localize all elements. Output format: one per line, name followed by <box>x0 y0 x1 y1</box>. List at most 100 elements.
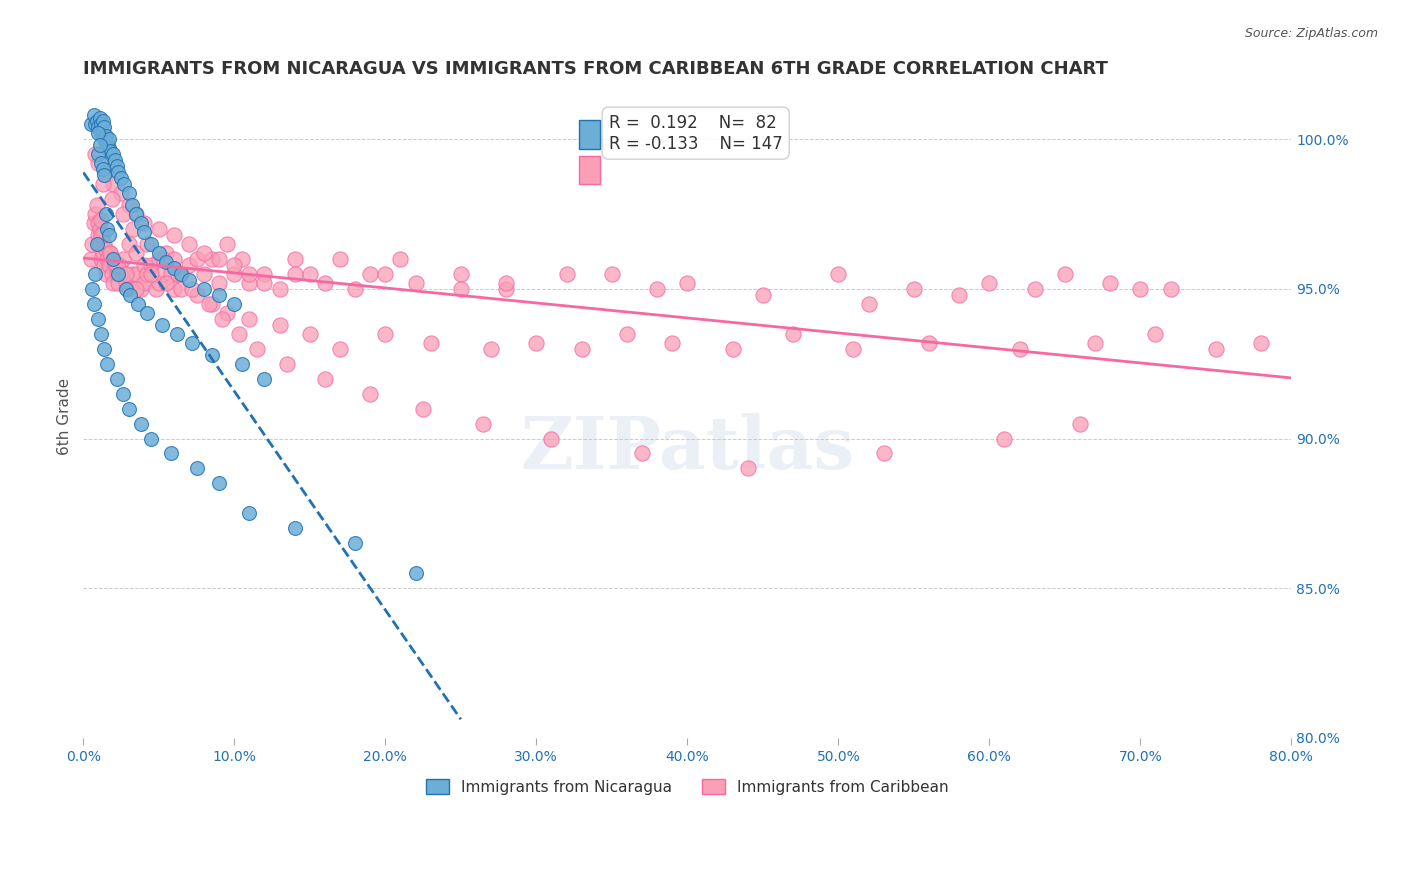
Point <box>121 267 143 281</box>
Point <box>163 260 186 275</box>
Point <box>782 326 804 341</box>
Point <box>86 237 108 252</box>
Point <box>111 252 134 266</box>
Point <box>186 288 208 302</box>
Point <box>224 297 246 311</box>
Point <box>101 267 124 281</box>
Point <box>112 177 135 191</box>
Point <box>91 177 114 191</box>
Point <box>103 252 125 266</box>
Point <box>93 258 115 272</box>
Point <box>600 267 623 281</box>
Point <box>1160 282 1182 296</box>
Point <box>374 267 396 281</box>
Point <box>110 171 132 186</box>
Point <box>103 147 125 161</box>
Point <box>201 297 224 311</box>
Point <box>125 207 148 221</box>
Point <box>90 126 112 140</box>
Point <box>284 267 307 281</box>
Point <box>117 186 139 201</box>
Point <box>150 267 173 281</box>
Point <box>827 267 849 281</box>
Point <box>94 207 117 221</box>
Point <box>152 252 174 266</box>
Point <box>97 132 120 146</box>
Point <box>150 318 173 332</box>
Point <box>105 372 128 386</box>
Point <box>90 252 112 266</box>
Point <box>100 246 122 260</box>
Point <box>208 252 231 266</box>
Point <box>1084 335 1107 350</box>
Point <box>858 297 880 311</box>
Point <box>117 282 139 296</box>
Point <box>100 145 122 159</box>
Point <box>107 267 129 281</box>
Point <box>215 237 238 252</box>
Point <box>181 335 204 350</box>
Point <box>103 276 125 290</box>
Point <box>314 372 336 386</box>
Point <box>86 114 108 128</box>
Point <box>127 297 149 311</box>
Point <box>86 198 108 212</box>
Point <box>117 237 139 252</box>
Point <box>80 117 103 131</box>
Point <box>100 246 122 260</box>
Point <box>472 417 495 431</box>
Point <box>132 258 155 272</box>
Point <box>87 147 110 161</box>
Point <box>160 446 183 460</box>
Point <box>155 276 177 290</box>
Point <box>148 252 170 266</box>
Point <box>141 237 163 252</box>
Point <box>872 446 894 460</box>
Point <box>82 282 104 296</box>
Point <box>87 126 110 140</box>
Point <box>148 246 170 260</box>
Y-axis label: 6th Grade: 6th Grade <box>58 377 72 455</box>
Point <box>91 228 114 243</box>
Point <box>83 216 105 230</box>
Point <box>89 237 111 252</box>
Point <box>616 326 638 341</box>
Point <box>1205 342 1227 356</box>
Point <box>163 228 186 243</box>
Point <box>948 288 970 302</box>
Point <box>359 386 381 401</box>
Point <box>284 252 307 266</box>
Point <box>314 276 336 290</box>
Point <box>495 276 517 290</box>
Point <box>105 267 128 281</box>
Point <box>389 252 412 266</box>
Point <box>231 252 253 266</box>
Point <box>181 282 204 296</box>
Point <box>450 282 472 296</box>
Point <box>177 273 200 287</box>
Point <box>555 267 578 281</box>
Point <box>193 267 215 281</box>
Point <box>84 147 107 161</box>
Point <box>344 282 367 296</box>
Point <box>84 267 107 281</box>
Point <box>129 216 152 230</box>
Point <box>91 123 114 137</box>
Point <box>177 237 200 252</box>
Point <box>110 186 132 201</box>
Point <box>329 342 352 356</box>
Point <box>344 536 367 550</box>
Point <box>90 117 112 131</box>
Point <box>84 207 107 221</box>
Point <box>661 335 683 350</box>
Point <box>114 267 136 281</box>
Point <box>903 282 925 296</box>
Point <box>224 258 246 272</box>
Point <box>104 153 127 168</box>
Point <box>105 258 128 272</box>
Point <box>94 243 117 257</box>
Point <box>135 237 157 252</box>
Point <box>374 326 396 341</box>
Point <box>91 246 114 260</box>
Point <box>166 326 188 341</box>
